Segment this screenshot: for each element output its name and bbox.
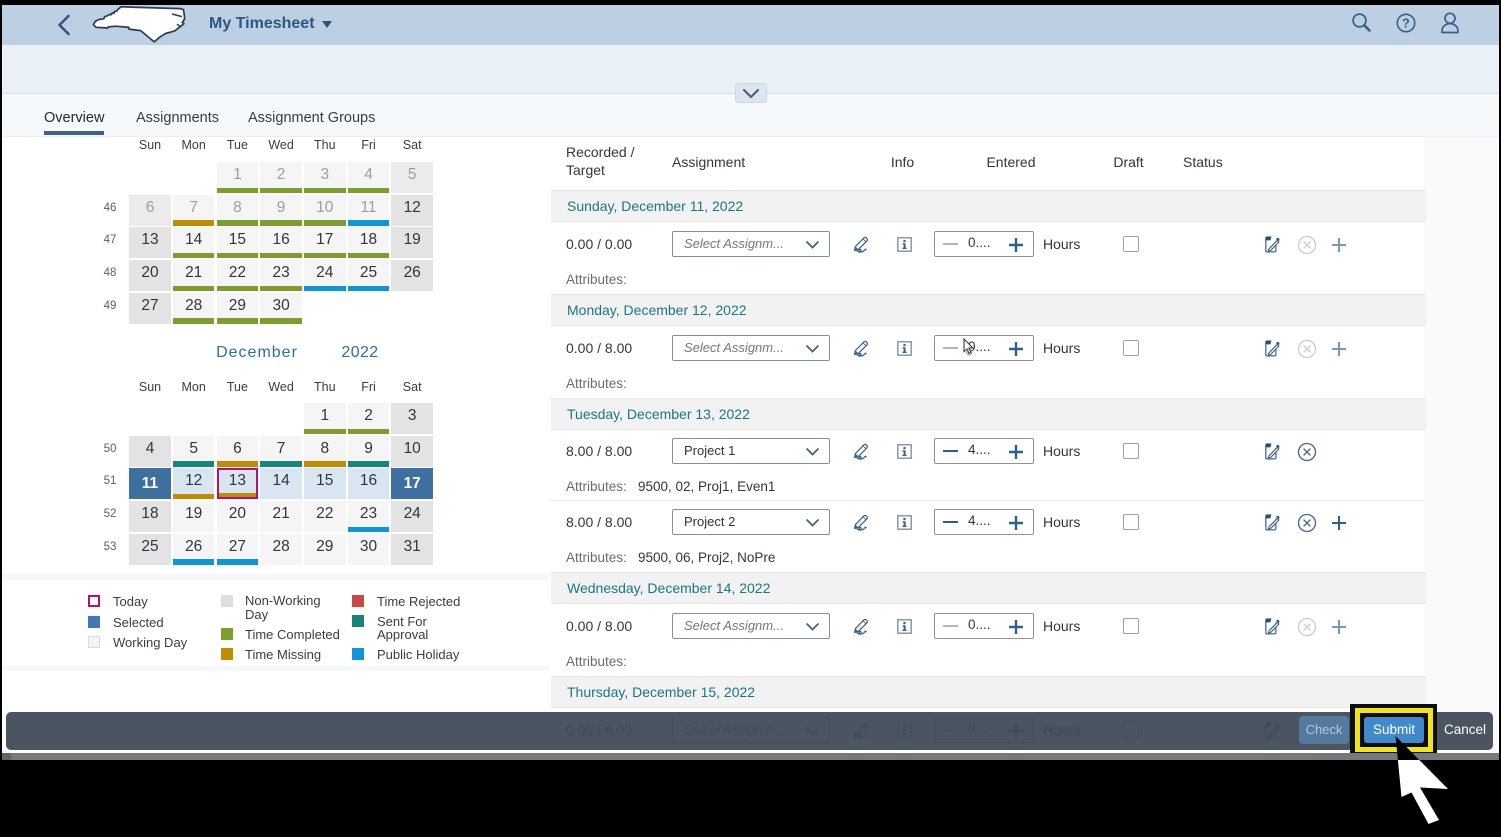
svg-text:?: ?: [1402, 17, 1410, 31]
